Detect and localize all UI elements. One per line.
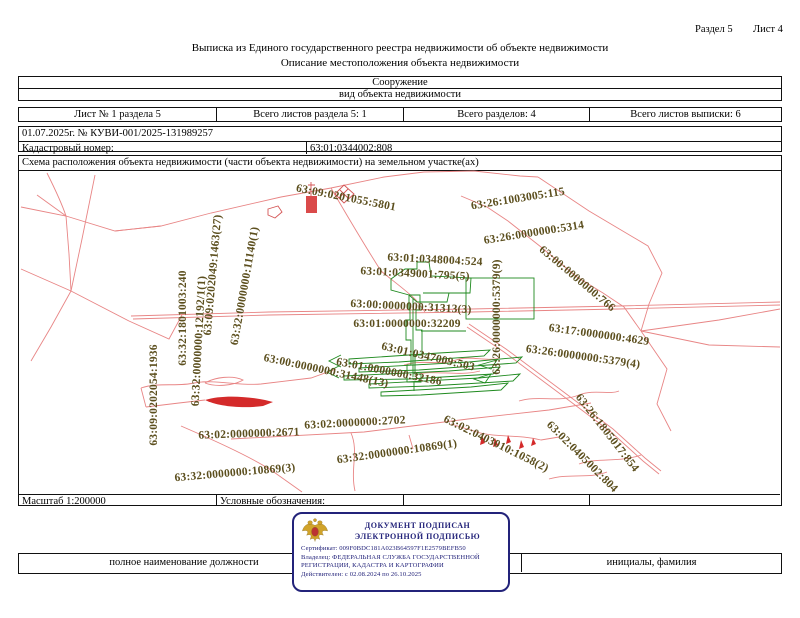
cadastral-parcel-label: 63:32:1801003:240: [177, 270, 189, 366]
map-canvas: [20, 170, 780, 493]
cadastral-map: 63:09:0201055:5801 63:26:1003005:115 63:26…: [19, 169, 780, 494]
stamp-title-line1: ДОКУМЕНТ ПОДПИСАН: [364, 521, 471, 530]
object-kind-value: Сооружение: [372, 77, 428, 88]
page-subtitle: Описание местоположения объекта недвижим…: [280, 57, 520, 69]
request-date-number: 01.07.2025г. № КУВИ-001/2025-131989257: [22, 128, 213, 139]
initials-surname-cell: инициалы, фамилия: [521, 554, 781, 572]
object-kind-table: Сооружение вид объекта недвижимости: [18, 76, 782, 101]
object-kind-caption: вид объекта недвижимости: [19, 88, 781, 100]
cadastral-parcel-label: 63:26:0000000:5379(9): [491, 259, 503, 375]
scale-label: Масштаб 1:200000: [22, 496, 106, 506]
scheme-header: Схема расположения объекта недвижимости …: [19, 156, 781, 171]
sheet-number: Лист 4: [753, 24, 783, 35]
red-boundary-lines: [20, 170, 780, 493]
scale-legend-row: Масштаб 1:200000 Условные обозначения:: [19, 494, 780, 506]
legend-label: Условные обозначения:: [216, 495, 403, 506]
cadastral-number-label: Кадастровый номер:: [22, 143, 114, 154]
green-object-outlines: [325, 261, 535, 397]
position-title-cell: полное наименование должности: [109, 557, 259, 568]
stamp-certificate: Сертификат: 009F0BDC181A023B64597F1E2579…: [301, 545, 466, 552]
red-solid-marks: [205, 196, 536, 449]
digital-signature-stamp: ДОКУМЕНТ ПОДПИСАН ЭЛЕКТРОННОЙ ПОДПИСЬЮ С…: [292, 512, 510, 592]
sheet-info-cell: Лист № 1 раздела 5: [74, 109, 161, 120]
cadastral-parcel-label: 63:01:0000000:32209: [353, 318, 461, 330]
sheet-info-row: Лист № 1 раздела 5 Всего листов раздела …: [18, 107, 782, 122]
sheet-info-cell: Всего листов раздела 5: 1: [216, 108, 403, 121]
sheet-info-cell: Всего разделов: 4: [403, 108, 589, 121]
russia-coat-of-arms-icon: [302, 518, 328, 542]
red-hatched-symbols: [267, 182, 355, 219]
request-info-table: 01.07.2025г. № КУВИ-001/2025-131989257 К…: [18, 126, 782, 154]
stamp-title-line2: ЭЛЕКТРОННОЙ ПОДПИСЬЮ: [354, 532, 481, 541]
stamp-validity: Действителен: с 02.08.2024 по 26.10.2025: [301, 570, 422, 578]
stamp-owner-line1: Владелец: ФЕДЕРАЛЬНАЯ СЛУЖБА ГОСУДАРСТВЕ…: [301, 553, 480, 561]
sheet-info-cell: Всего листов выписки: 6: [589, 108, 781, 121]
legend-empty-cell: [403, 495, 589, 506]
legend-empty-cell: [589, 495, 780, 506]
page-title: Выписка из Единого государственного реес…: [191, 42, 609, 54]
cadastral-number-value: 63:01:0344002:808: [306, 142, 781, 154]
section-number: Раздел 5: [695, 24, 733, 35]
stamp-owner-line2: РЕГИСТРАЦИИ, КАДАСТРА И КАРТОГРАФИИ: [301, 562, 444, 570]
cadastral-parcel-label: 63:09:0202054:1936: [148, 344, 160, 446]
scheme-table: Схема расположения объекта недвижимости …: [18, 155, 782, 506]
